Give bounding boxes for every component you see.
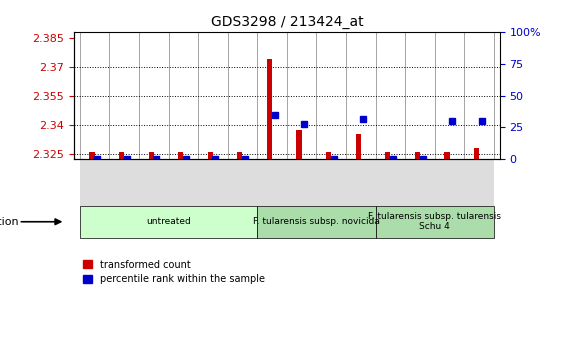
FancyBboxPatch shape [80,206,257,238]
Bar [356,134,361,159]
Bar [296,130,302,159]
Bar [208,152,213,159]
Text: untreated: untreated [146,217,191,226]
FancyBboxPatch shape [80,159,494,208]
Bar [178,152,183,159]
Bar [415,152,420,159]
Bar [119,152,124,159]
Bar [444,152,449,159]
Bar [237,152,243,159]
Bar [474,148,479,159]
FancyBboxPatch shape [375,206,494,238]
Text: F. tularensis subsp. novicida: F. tularensis subsp. novicida [253,217,380,226]
Bar [89,152,94,159]
FancyBboxPatch shape [257,206,375,238]
Legend: transformed count, percentile rank within the sample: transformed count, percentile rank withi… [79,256,269,288]
Title: GDS3298 / 213424_at: GDS3298 / 213424_at [211,16,363,29]
Bar [326,152,331,159]
Bar [149,152,154,159]
Text: F. tularensis subsp. tularensis
Schu 4: F. tularensis subsp. tularensis Schu 4 [368,212,501,232]
Text: infection: infection [0,217,18,227]
Bar [385,152,390,159]
Bar [267,59,272,159]
